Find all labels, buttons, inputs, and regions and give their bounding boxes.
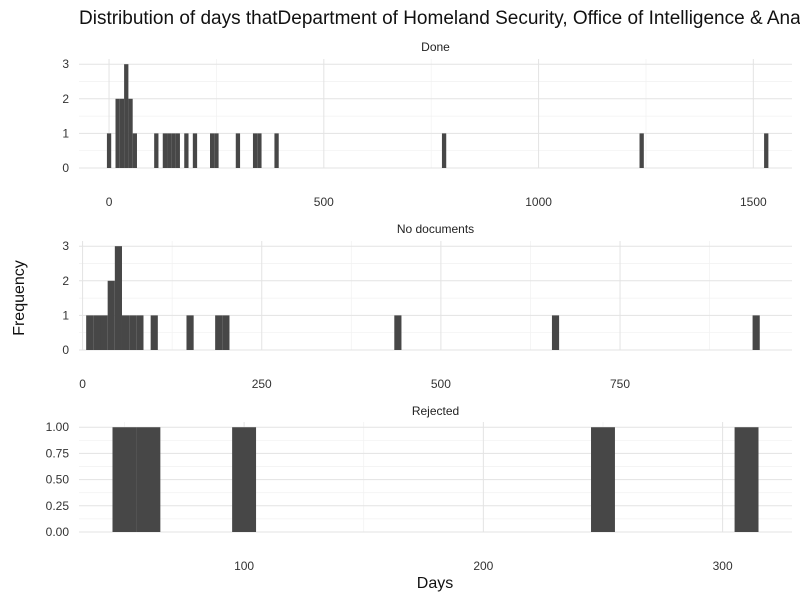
histogram-bar bbox=[734, 427, 759, 532]
x-tick-label: 0 bbox=[106, 195, 113, 209]
panel-2: Rejected 0.00 0.25 0.50 0.75 1.00 100 200 300 bbox=[46, 404, 792, 573]
histogram-bar bbox=[100, 315, 108, 350]
x-tick-label: 1000 bbox=[525, 195, 552, 209]
y-tick-label: 2 bbox=[62, 274, 69, 288]
histogram-bar bbox=[639, 133, 644, 168]
panel-strip-label: Done bbox=[421, 40, 450, 54]
histogram-panels: Done 0 1 2 3 0 500 1000 1500 No documents 0 1 2 3 0 250… bbox=[46, 40, 792, 573]
histogram-bar bbox=[215, 315, 223, 350]
y-tick-label: 0.75 bbox=[46, 446, 70, 460]
histogram-bar bbox=[167, 133, 172, 168]
histogram-bar bbox=[115, 98, 120, 168]
histogram-bar bbox=[186, 315, 194, 350]
y-tick-label: 0 bbox=[62, 343, 69, 357]
x-tick-label: 200 bbox=[473, 559, 493, 573]
histogram-bar bbox=[175, 133, 180, 168]
x-tick-label: 250 bbox=[252, 377, 272, 391]
histogram-bar bbox=[112, 427, 137, 532]
y-tick-label: 0 bbox=[62, 161, 69, 175]
y-axis-label: Frequency bbox=[11, 260, 28, 336]
histogram-bar bbox=[232, 427, 257, 532]
histogram-bar bbox=[154, 133, 159, 168]
histogram-bar bbox=[210, 133, 215, 168]
y-tick-label: 3 bbox=[62, 239, 69, 253]
histogram-bar bbox=[222, 315, 230, 350]
histogram-bar bbox=[124, 64, 129, 168]
histogram-bar bbox=[171, 133, 176, 168]
histogram-bar bbox=[119, 98, 125, 168]
chart-title: Distribution of days thatDepartment of H… bbox=[79, 8, 800, 29]
y-tick-label: 0.25 bbox=[46, 499, 70, 513]
histogram-bar bbox=[441, 133, 447, 168]
histogram-bar bbox=[93, 315, 101, 350]
x-tick-label: 100 bbox=[234, 559, 254, 573]
histogram-bar bbox=[591, 427, 615, 532]
histogram-bar bbox=[752, 315, 760, 350]
histogram-bar bbox=[128, 98, 133, 168]
histogram-bar bbox=[129, 315, 137, 350]
histogram-bar bbox=[214, 133, 219, 168]
histogram-bar bbox=[150, 315, 158, 350]
y-tick-label: 1 bbox=[62, 126, 69, 140]
y-tick-label: 3 bbox=[62, 57, 69, 71]
histogram-bar bbox=[764, 133, 769, 168]
panel-0: Done 0 1 2 3 0 500 1000 1500 bbox=[62, 40, 792, 209]
histogram-bar bbox=[106, 133, 112, 168]
histogram-bar bbox=[274, 133, 279, 168]
histogram-bar bbox=[192, 133, 198, 168]
x-axis-label: Days bbox=[417, 575, 453, 592]
x-tick-label: 750 bbox=[610, 377, 630, 391]
histogram-bar bbox=[257, 133, 262, 168]
histogram-bar bbox=[136, 427, 161, 532]
panel-1: No documents 0 1 2 3 0 250 500 750 bbox=[62, 222, 792, 391]
histogram-bar bbox=[162, 133, 168, 168]
x-tick-label: 300 bbox=[713, 559, 733, 573]
histogram-bar bbox=[252, 133, 258, 168]
histogram-bar bbox=[394, 315, 402, 350]
y-tick-label: 2 bbox=[62, 92, 69, 106]
histogram-bar bbox=[235, 133, 241, 168]
panel-strip-label: Rejected bbox=[412, 404, 459, 418]
histogram-bar bbox=[121, 315, 130, 350]
histogram-bar bbox=[184, 133, 189, 168]
histogram-bar bbox=[86, 315, 94, 350]
x-tick-label: 1500 bbox=[740, 195, 767, 209]
histogram-bar bbox=[114, 246, 122, 350]
histogram-bar bbox=[551, 315, 560, 350]
histogram-bar bbox=[132, 133, 137, 168]
panel-strip-label: No documents bbox=[397, 222, 474, 236]
x-tick-label: 0 bbox=[79, 377, 86, 391]
histogram-bar bbox=[136, 315, 144, 350]
y-tick-label: 0.50 bbox=[46, 473, 70, 487]
y-tick-label: 1 bbox=[62, 308, 69, 322]
histogram-bar bbox=[107, 280, 115, 350]
x-tick-label: 500 bbox=[431, 377, 451, 391]
y-tick-label: 1.00 bbox=[46, 420, 70, 434]
y-tick-label: 0.00 bbox=[46, 525, 70, 539]
x-tick-label: 500 bbox=[314, 195, 334, 209]
